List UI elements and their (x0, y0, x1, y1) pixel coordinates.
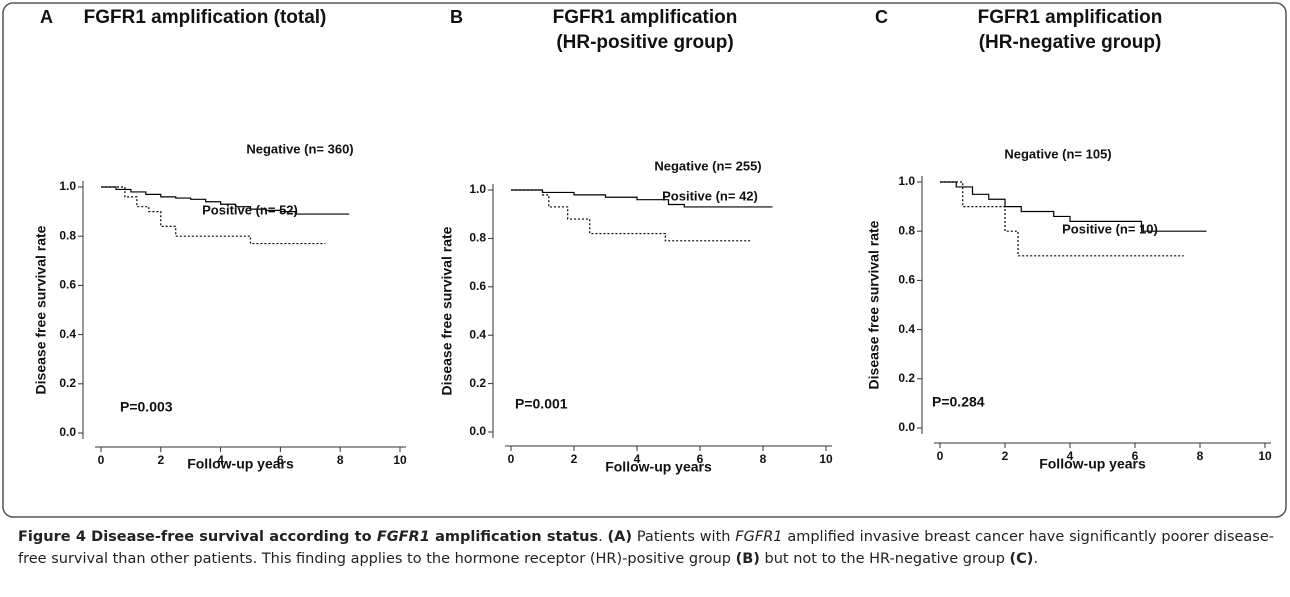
x-tick-label: 6 (697, 452, 704, 466)
caption-text: FGFR1 (376, 529, 430, 545)
caption-text: amplified invasive breast cancer have si… (18, 529, 1274, 567)
y-axis-label: Disease free survival rate (439, 226, 455, 395)
caption-text: . (598, 529, 608, 545)
y-axis-label: Disease free survival rate (33, 225, 49, 394)
x-tick-label: 8 (760, 452, 767, 466)
panel-title: FGFR1 amplification (978, 7, 1163, 28)
survival-curve (511, 189, 773, 208)
y-tick-label: 0.6 (898, 273, 915, 287)
x-tick-label: 4 (217, 453, 224, 467)
caption-text: Figure 4 Disease-free survival according… (18, 529, 377, 545)
panel-label: A (40, 7, 53, 27)
series-label: Negative (n= 360) (246, 141, 353, 156)
y-tick-label: 1.0 (59, 179, 76, 193)
x-tick-label: 10 (393, 453, 407, 467)
x-axis-label: Follow-up years (187, 456, 294, 472)
survival-curve (940, 181, 1207, 232)
y-axis-label: Disease free survival rate (866, 220, 882, 389)
series-label: Negative (n= 255) (654, 158, 761, 173)
caption-text: (C) (1009, 551, 1034, 567)
annotation: P=0.284 (932, 394, 985, 410)
panel-label: B (450, 7, 463, 27)
caption-text: . (1033, 551, 1039, 567)
y-tick-label: 0.6 (59, 278, 76, 292)
panel-title: (HR-positive group) (556, 32, 733, 53)
x-tick-label: 2 (157, 453, 164, 467)
figure-frame (2, 2, 1287, 518)
x-tick-label: 10 (1258, 449, 1272, 463)
y-tick-label: 0.8 (898, 223, 915, 237)
panel-label: C (875, 7, 888, 27)
x-axis-label: Follow-up years (605, 459, 712, 475)
annotation: P=0.001 (515, 396, 568, 412)
x-tick-label: 2 (571, 452, 578, 466)
x-tick-label: 0 (508, 452, 515, 466)
x-tick-label: 10 (819, 452, 833, 466)
series-label: Negative (n= 105) (1004, 146, 1111, 161)
x-tick-label: 8 (337, 453, 344, 467)
x-axis-label: Follow-up years (1039, 456, 1146, 472)
x-tick-label: 8 (1197, 449, 1204, 463)
caption-text: amplification status (429, 529, 599, 545)
survival-curve (101, 186, 350, 215)
caption-text: but not to the HR-negative group (759, 551, 1010, 567)
caption-text: FGFR1 (735, 529, 783, 545)
y-tick-label: 0.8 (59, 228, 76, 242)
y-tick-label: 0.0 (898, 420, 915, 434)
survival-curve (940, 181, 1184, 257)
caption-text: Patients with (632, 529, 736, 545)
y-tick-label: 0.6 (469, 279, 486, 293)
x-tick-label: 0 (937, 449, 944, 463)
y-tick-label: 0.4 (898, 322, 915, 336)
y-tick-label: 0.0 (469, 424, 486, 438)
y-tick-label: 0.2 (898, 371, 915, 385)
x-tick-label: 4 (634, 452, 641, 466)
panel-title: FGFR1 amplification (553, 7, 738, 28)
x-tick-label: 4 (1067, 449, 1074, 463)
series-label: Positive (n= 42) (662, 188, 758, 203)
x-tick-label: 6 (1132, 449, 1139, 463)
series-label: Positive (n= 10) (1062, 221, 1158, 236)
x-tick-label: 0 (98, 453, 105, 467)
x-tick-label: 6 (277, 453, 284, 467)
caption-text: (B) (735, 551, 760, 567)
annotation: P=0.003 (120, 399, 173, 415)
y-tick-label: 1.0 (469, 182, 486, 196)
y-tick-label: 0.4 (59, 327, 76, 341)
y-tick-label: 0.2 (59, 376, 76, 390)
y-tick-label: 0.4 (469, 327, 486, 341)
figure: A FGFR1 amplification (total) 0.0 0.2 0.4 0.6… (2, 2, 1287, 518)
caption: Figure 4 Disease-free survival according… (18, 526, 1274, 570)
y-tick-label: 0.2 (469, 376, 486, 390)
y-tick-label: 1.0 (898, 174, 915, 188)
caption-text: (A) (607, 529, 633, 545)
y-tick-label: 0.8 (469, 231, 486, 245)
x-tick-label: 2 (1002, 449, 1009, 463)
panel-title: FGFR1 amplification (total) (84, 7, 327, 28)
series-label: Positive (n= 52) (202, 202, 298, 217)
panel-title: (HR-negative group) (979, 32, 1162, 53)
y-tick-label: 0.0 (59, 425, 76, 439)
